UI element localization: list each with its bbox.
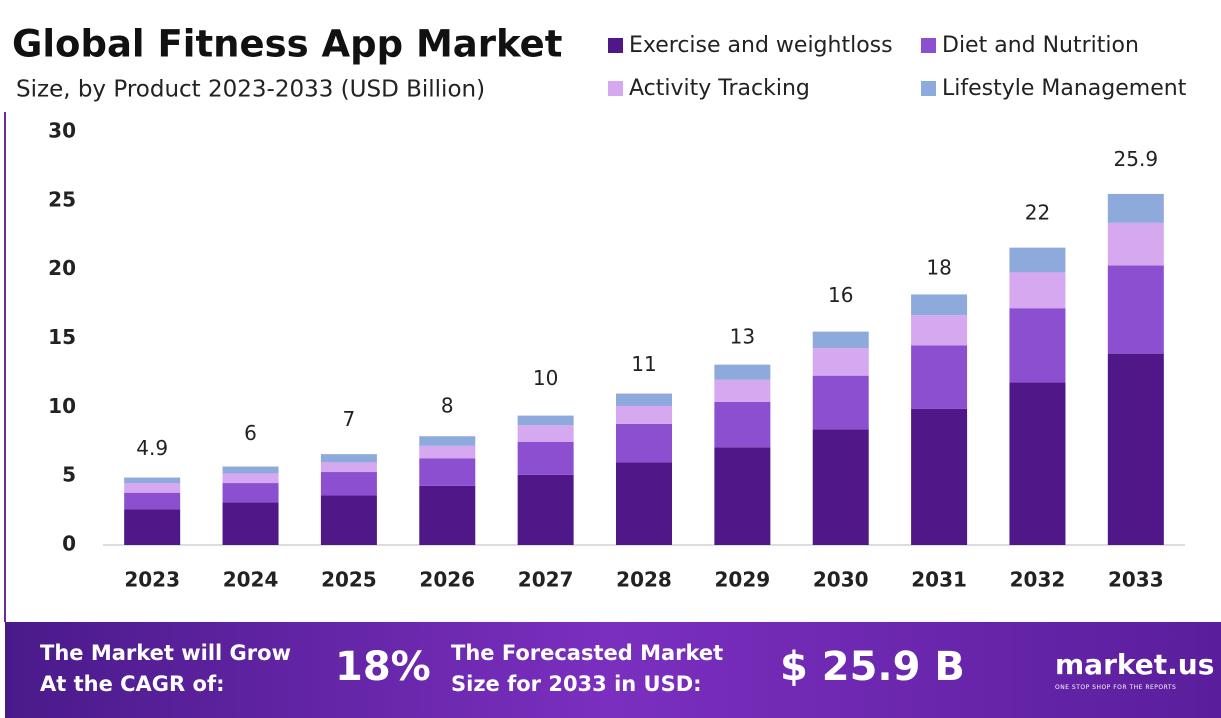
bar-segment (222, 483, 279, 503)
total-label: 11 (631, 352, 656, 376)
brand-tagline: ONE STOP SHOP FOR THE REPORTS (1055, 684, 1177, 691)
x-tick-label: 2031 (911, 568, 967, 592)
forecast-value: $ 25.9 B (780, 644, 965, 690)
bar-segment (911, 315, 968, 346)
bar-segment (517, 474, 574, 545)
x-tick-label: 2028 (616, 568, 672, 592)
total-label: 4.9 (136, 436, 168, 460)
bar-segment (419, 445, 476, 459)
bar-segment (124, 483, 181, 493)
bar-segment (419, 485, 476, 545)
bar-segment (911, 345, 968, 409)
bar-segment (517, 415, 574, 426)
bar-segment (812, 375, 869, 430)
legend-swatch (921, 38, 936, 53)
bar-segment (419, 458, 476, 486)
x-tick-label: 2032 (1010, 568, 1066, 592)
bar-segment (714, 364, 771, 380)
x-tick-label: 2029 (715, 568, 771, 592)
bar-segment (812, 348, 869, 376)
y-tick-label: 25 (48, 187, 76, 211)
cagr-text: The Market will Grow At the CAGR of: (40, 638, 291, 700)
total-label: 8 (441, 393, 454, 417)
x-tick-label: 2025 (321, 568, 377, 592)
legend-swatch (608, 38, 623, 53)
bar-segment (1107, 193, 1164, 223)
total-label: 25.9 (1114, 147, 1159, 171)
legend-label: Exercise and weightloss (629, 33, 893, 58)
bar-segment (714, 447, 771, 545)
bar-segment (124, 509, 181, 545)
bar-segment (1107, 265, 1164, 354)
chart-subtitle: Size, by Product 2023-2033 (USD Billion) (16, 77, 485, 103)
bar-segment (1107, 222, 1164, 266)
cagr-line: At the CAGR of: (40, 672, 225, 696)
bar-segment (616, 393, 672, 406)
bar-segment (124, 492, 181, 510)
total-label: 10 (533, 366, 558, 390)
bar-segment (616, 405, 672, 424)
total-label: 18 (926, 256, 951, 280)
y-tick-label: 5 (62, 463, 76, 487)
bar-segment (222, 473, 279, 484)
chart-title: Global Fitness App Market (12, 23, 562, 66)
bar-segment (1107, 353, 1164, 545)
bar-segment (320, 462, 377, 473)
brand: market.us (1055, 648, 1215, 681)
cagr-line: The Market will Grow (40, 641, 291, 665)
bar-segment (222, 502, 279, 545)
legend-swatch (608, 81, 623, 96)
y-tick-label: 10 (48, 394, 76, 418)
footer-banner: The Market will Grow At the CAGR of: 18%… (5, 622, 1221, 718)
bar-segment (320, 495, 377, 545)
total-label: 16 (828, 283, 853, 307)
bar-segment (812, 331, 869, 349)
legend-label: Lifestyle Management (942, 76, 1187, 101)
y-tick-label: 30 (48, 119, 76, 143)
total-label: 13 (730, 325, 755, 349)
bar-segment (222, 466, 279, 474)
legend-swatch (921, 81, 936, 96)
bar-segment (124, 477, 181, 484)
x-tick-label: 2026 (419, 568, 475, 592)
bar-segment (517, 441, 574, 475)
bar-segment (1009, 247, 1066, 273)
total-label: 22 (1025, 201, 1050, 225)
x-tick-label: 2023 (124, 568, 180, 592)
forecast-text: The Forecasted Market Size for 2033 in U… (451, 638, 723, 700)
x-tick-label: 2033 (1108, 568, 1164, 592)
forecast-line: Size for 2033 in USD: (451, 672, 702, 696)
bar-segment (911, 294, 968, 316)
bar-segment (616, 462, 672, 545)
forecast-line: The Forecasted Market (451, 641, 724, 665)
legend-label: Diet and Nutrition (942, 33, 1139, 58)
bar-segment (320, 472, 377, 496)
bar-segment (616, 423, 672, 463)
y-tick-label: 20 (48, 256, 76, 280)
total-label: 7 (343, 407, 356, 431)
bar-segment (419, 436, 476, 446)
bar-segment (714, 379, 771, 402)
y-tick-label: 0 (62, 532, 76, 556)
bar-segment (1009, 382, 1066, 545)
bar-segment (714, 401, 771, 448)
x-tick-label: 2030 (813, 568, 869, 592)
bar-segment (812, 429, 869, 545)
chart: Global Fitness App Market Size, by Produ… (4, 23, 1187, 622)
cagr-value: 18% (335, 644, 431, 690)
bar-segment (1009, 272, 1066, 309)
total-label: 6 (244, 421, 257, 445)
x-tick-label: 2024 (223, 568, 279, 592)
y-tick-label: 15 (48, 325, 76, 349)
bar-segment (1009, 308, 1066, 383)
bar-segment (911, 408, 968, 545)
bar-segment (517, 425, 574, 442)
bar-segment (320, 454, 377, 463)
x-tick-label: 2027 (518, 568, 574, 592)
legend-label: Activity Tracking (629, 76, 810, 101)
